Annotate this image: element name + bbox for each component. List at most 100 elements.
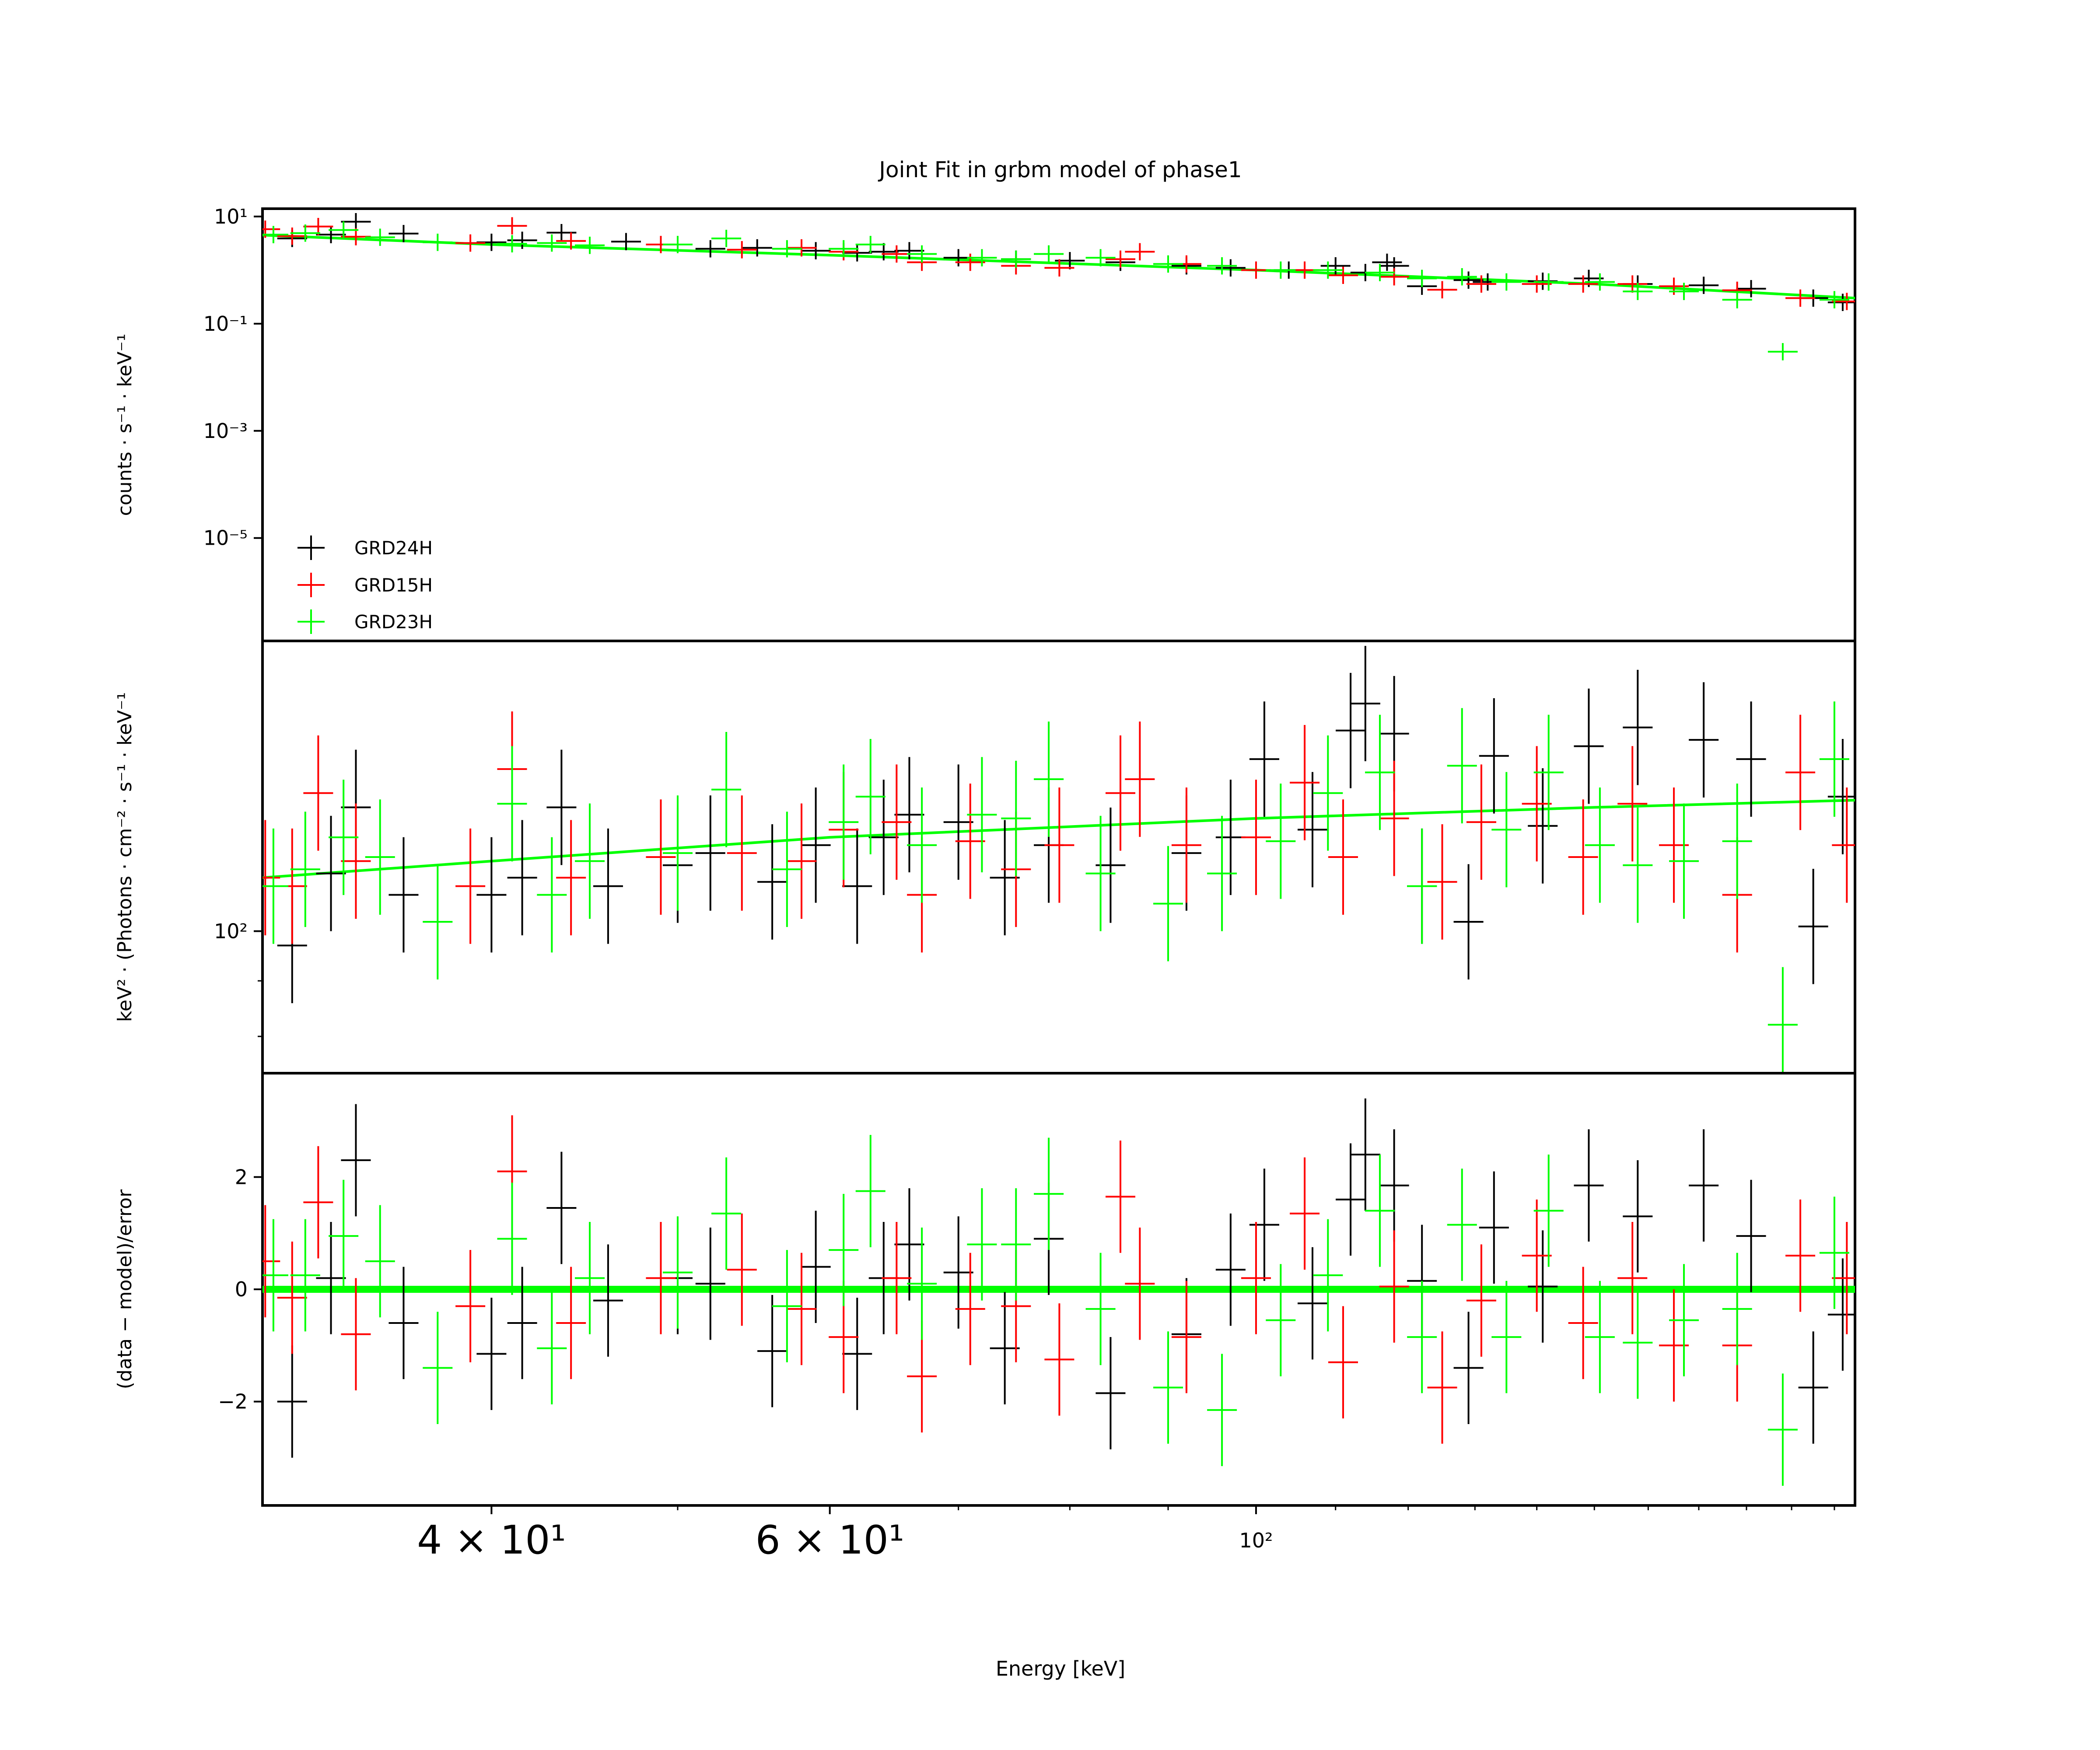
data-point (855, 739, 886, 854)
data-point (1528, 1230, 1558, 1343)
data-point (1453, 864, 1484, 980)
data-point (787, 1253, 817, 1365)
data-point (1768, 1373, 1798, 1486)
data-point (537, 234, 567, 252)
data-point (1171, 787, 1201, 903)
data-point (727, 795, 757, 911)
data-point (842, 828, 872, 944)
data-point (1722, 784, 1752, 899)
data-point (1297, 772, 1328, 888)
data-point (546, 1152, 577, 1264)
data-point (1447, 708, 1477, 824)
data-point (497, 217, 527, 234)
data-point (537, 837, 567, 953)
data-point (1171, 1281, 1201, 1393)
data-point (1722, 1253, 1752, 1365)
series-grd15h (262, 711, 1855, 953)
data-point (1096, 1337, 1126, 1449)
data-point (1447, 1169, 1477, 1281)
data-point (711, 732, 742, 847)
data-point (1798, 868, 1828, 984)
data-point (990, 820, 1020, 935)
data-point (1568, 1267, 1598, 1379)
data-point (1832, 293, 1855, 310)
data-point (907, 1227, 937, 1340)
data-point (1153, 846, 1183, 962)
data-point (757, 1295, 788, 1407)
panel-residuals: (data − model)/error 2 0 −2 (114, 1072, 1856, 1507)
data-point (1207, 257, 1237, 275)
data-point (829, 1194, 859, 1306)
data-point (1491, 772, 1522, 888)
data-point (1320, 257, 1351, 275)
data-point (1585, 787, 1615, 903)
data-point (1034, 1138, 1064, 1250)
data-point (1153, 255, 1183, 273)
data-point (1798, 1331, 1828, 1444)
data-point (303, 1146, 333, 1259)
data-point (1827, 739, 1855, 854)
data-point (1522, 1199, 1552, 1312)
y-axis-label-unfolded: keV² · (Photons · cm⁻² · s⁻¹ · keV⁻¹ (114, 692, 136, 1022)
data-point (1207, 1354, 1237, 1466)
data-point (1105, 250, 1136, 268)
data-point (695, 1227, 725, 1340)
data-point (1365, 264, 1395, 281)
data-point (277, 1241, 307, 1354)
data-point (1034, 245, 1064, 263)
data-point (943, 764, 973, 880)
data-point (329, 1180, 359, 1292)
data-point (365, 228, 395, 246)
x-tick-label: 6 × 10¹ (755, 1517, 904, 1563)
data-point (1085, 249, 1116, 266)
data-point (882, 764, 912, 880)
data-point (1241, 780, 1271, 895)
data-point (662, 1216, 693, 1329)
data-point (388, 837, 419, 953)
data-point (1125, 721, 1155, 837)
data-point (1313, 735, 1343, 851)
data-point (1522, 746, 1552, 861)
data-point (316, 226, 346, 243)
data-point (1819, 291, 1849, 308)
data-point (1768, 343, 1798, 360)
data-point (695, 240, 725, 258)
legend-entry: GRD23H (298, 609, 433, 634)
data-point (1568, 799, 1598, 915)
series-grd23h (262, 1135, 1849, 1486)
data-point (1328, 266, 1358, 284)
legend: GRD24H GRD15H GRD23H (298, 536, 433, 634)
data-point (868, 243, 899, 261)
data-point (1689, 276, 1719, 294)
y-axis-label-residuals: (data − model)/error (114, 1189, 136, 1390)
data-point (695, 795, 725, 911)
data-point (1819, 1197, 1849, 1309)
data-point (757, 824, 788, 940)
data-point (1153, 1331, 1183, 1444)
data-point (711, 230, 742, 247)
data-point (1617, 1222, 1648, 1334)
data-point (1479, 1171, 1509, 1284)
data-point (262, 1205, 280, 1318)
data-point (662, 236, 693, 253)
data-point (801, 242, 831, 259)
data-point (262, 828, 288, 944)
data-point (1623, 1160, 1653, 1273)
y-tick-label: 10² (214, 919, 248, 943)
data-point (1336, 672, 1366, 788)
data-point (1297, 1247, 1328, 1360)
data-point (1466, 764, 1496, 880)
data-point (1819, 701, 1849, 817)
panel-unfolded: keV² · (Photons · cm⁻² · s⁻¹ · keV⁻¹ 10² (114, 640, 1856, 1074)
series-grd23h (262, 701, 1849, 1073)
data-point (1427, 824, 1457, 940)
data-point (593, 1244, 623, 1357)
data-point (855, 1135, 886, 1247)
data-point (1585, 1281, 1615, 1393)
data-point (593, 828, 623, 944)
data-point (1785, 714, 1816, 830)
data-point (1034, 721, 1064, 837)
data-point (1249, 1169, 1279, 1281)
data-point (1379, 268, 1409, 286)
data-point (801, 787, 831, 903)
